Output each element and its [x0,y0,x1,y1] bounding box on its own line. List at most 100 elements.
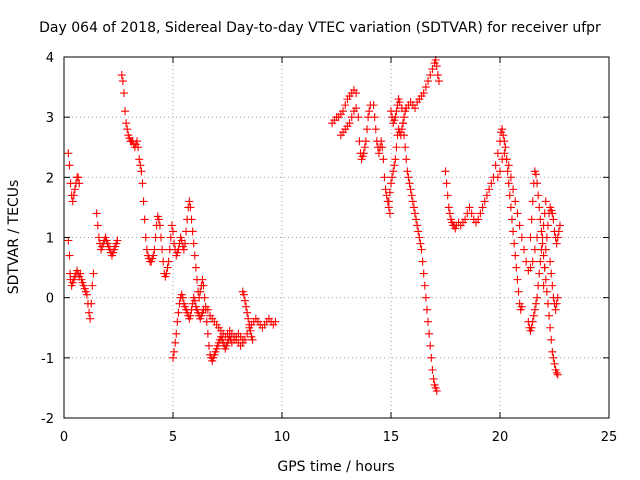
data-point [443,191,452,200]
x-tick-label: 0 [60,430,68,445]
data-point [527,215,536,224]
data-point [381,185,390,194]
data-point [419,89,428,98]
data-point [360,143,369,152]
data-point [553,293,562,302]
data-point [409,203,418,212]
y-tick-label: 0 [46,292,54,307]
data-point [174,308,183,317]
data-point [529,311,538,320]
data-point [172,329,181,338]
data-point [400,113,409,122]
data-point [547,269,556,278]
data-point [513,209,522,218]
data-point [424,317,433,326]
data-point [424,77,433,86]
data-point [537,227,546,236]
data-point [398,119,407,128]
data-point [158,245,167,254]
data-point [541,197,550,206]
data-point [465,203,474,212]
data-point [166,233,175,242]
data-point [539,281,548,290]
data-point [526,233,535,242]
data-point [418,257,427,266]
data-point [369,101,378,110]
data-point [535,269,544,278]
chart-title: Day 064 of 2018, Sidereal Day-to-day VTE… [39,20,601,36]
data-point [545,311,554,320]
data-point [246,326,255,335]
data-point [87,299,96,308]
data-point [354,113,363,122]
data-point [547,335,556,344]
data-point [428,365,437,374]
data-point [203,329,212,338]
data-point [88,281,97,290]
y-tick-label: 3 [46,111,54,126]
data-point [421,83,430,92]
data-point [416,239,425,248]
data-point [391,155,400,164]
data-point [92,209,101,218]
data-point [491,161,500,170]
data-point [546,257,555,266]
data-point [75,179,84,188]
data-point [519,245,528,254]
data-point [135,155,144,164]
data-point [511,197,520,206]
data-point [501,143,510,152]
data-point [370,113,379,122]
y-tick-label: 1 [46,232,54,247]
data-point [387,179,395,188]
series-track-5 [169,290,280,362]
data-point [185,197,194,206]
data-point [506,173,515,182]
x-tick-label: 20 [492,430,509,445]
data-point [119,89,128,98]
data-point [245,320,254,329]
data-point [541,245,550,254]
data-point [474,215,483,224]
data-point [199,281,208,290]
data-point [548,347,557,356]
x-tick-label: 25 [601,430,618,445]
data-point [482,191,491,200]
data-point [122,119,131,128]
data-point [189,239,198,248]
data-point [514,287,523,296]
data-point [538,239,547,248]
data-point [427,353,436,362]
data-point [432,62,441,71]
data-point [65,161,74,170]
data-point [552,239,561,248]
data-point [397,125,406,134]
data-point [540,263,549,272]
data-point [510,239,519,248]
axis-ticks: 0 5 10 15 20 25 -2 -1 0 1 2 3 4 [41,51,617,445]
data-point [506,203,515,212]
data-point [149,251,158,260]
data-point [76,269,85,278]
data-point [243,308,252,317]
data-point [509,185,518,194]
series-track-12 [441,125,526,314]
data-point [441,167,450,176]
data-point [169,227,177,236]
series-track-3 [92,209,122,260]
data-point [405,179,414,188]
data-point [74,173,83,182]
data-point [400,131,409,140]
data-point [406,185,415,194]
data-point [179,245,188,254]
data-point [390,161,399,170]
data-point [417,245,426,254]
series-track-14 [524,197,550,335]
data-point [395,98,404,107]
data-point [239,290,248,299]
data-point [133,137,142,146]
data-point [542,287,551,296]
data-point [203,305,212,314]
